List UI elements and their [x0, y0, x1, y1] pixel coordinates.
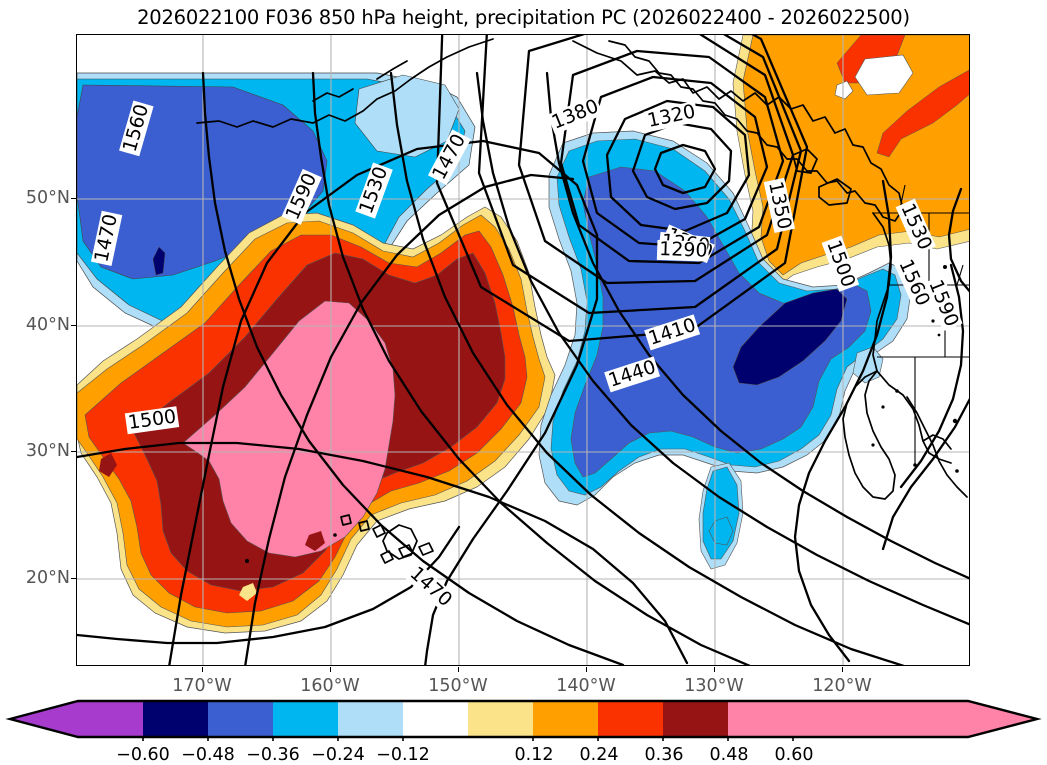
- cbar-seg-6: [468, 701, 533, 737]
- contour-1500-main: [77, 441, 689, 665]
- lon-tick-150w: [458, 667, 460, 672]
- fill-pos024-blotch-sw3: [239, 583, 257, 601]
- contour-1410: [477, 35, 803, 315]
- contour-mid-a: [389, 71, 905, 665]
- fill-pos036-ne-streak: [876, 69, 969, 158]
- contour-1590-left: [311, 71, 751, 665]
- cbar-seg-4: [338, 701, 403, 737]
- contour-1560-east: [899, 263, 965, 489]
- contour-1560-left: [201, 71, 625, 665]
- map-canvas: 1560 1470 1590 1530 1470 1380 1320 1350 …: [77, 35, 969, 665]
- cbar-seg-9: [663, 701, 728, 737]
- fill-pos048-blotch-sw2: [305, 531, 325, 551]
- colorbar[interactable]: −0.60 −0.48 −0.36 −0.24 −0.12 0.12 0.24 …: [0, 697, 1047, 765]
- lon-tick-130w: [714, 667, 716, 672]
- contour-1290: [605, 99, 751, 233]
- contour-1230: [653, 143, 717, 195]
- lon-label-120w: 120°W: [812, 676, 872, 696]
- cbar-seg-11: [793, 701, 968, 737]
- lon-label-150w: 150°W: [428, 676, 488, 696]
- cbar-seg-8: [598, 701, 663, 737]
- map-plot-area[interactable]: 1560 1470 1590 1530 1470 1380 1320 1350 …: [76, 34, 970, 666]
- lon-tick-170w: [202, 667, 204, 672]
- cbar-tick-label-7: 0.36: [644, 745, 684, 765]
- lon-label-130w: 130°W: [684, 676, 744, 696]
- contour-1350: [559, 49, 785, 265]
- colorbar-segments: [10, 701, 1037, 737]
- lat-tick-20n: [71, 578, 76, 580]
- contour-1470-main: [168, 139, 599, 665]
- contour-mid-b: [475, 71, 969, 626]
- lat-label-50n: 50°N: [25, 188, 70, 208]
- lon-label-170w: 170°W: [172, 676, 232, 696]
- island-dots-layer: [245, 265, 959, 563]
- fill-white-hole-ne2: [834, 80, 854, 100]
- cbar-seg-7: [533, 701, 598, 737]
- fill-white-hole-ne1: [854, 54, 914, 96]
- fill-neg048-east: [732, 288, 848, 386]
- cbar-tick-label-9: 0.60: [774, 745, 814, 765]
- colorbar-outline: [5, 699, 1042, 739]
- cbar-ext-min: [10, 701, 78, 737]
- contour-1380: [517, 35, 795, 285]
- cbar-seg-0: [78, 701, 143, 737]
- lon-tick-140w: [586, 667, 588, 672]
- fill-pos048-blotch-sw: [99, 453, 117, 477]
- cbar-seg-10: [728, 701, 793, 737]
- lat-label-40n: 40°N: [25, 315, 70, 335]
- cbar-tick-label-4: −0.12: [376, 745, 430, 765]
- page-title: 2026022100 F036 850 hPa height, precipit…: [137, 6, 910, 29]
- cbar-tick-label-5: 0.12: [514, 745, 554, 765]
- lat-tick-40n: [71, 325, 76, 327]
- cbar-seg-3: [273, 701, 338, 737]
- cbar-ext-max: [968, 701, 1037, 737]
- svg-text:1290: 1290: [659, 238, 708, 262]
- cbar-tick-label-2: −0.36: [246, 745, 300, 765]
- contour-1530-east: [947, 187, 969, 293]
- lat-tick-50n: [71, 198, 76, 200]
- lon-tick-160w: [330, 667, 332, 672]
- lon-tick-120w: [842, 667, 844, 672]
- cbar-tick-label-6: 0.24: [579, 745, 619, 765]
- lat-tick-30n: [71, 451, 76, 453]
- cbar-seg-1: [143, 701, 208, 737]
- contour-1320: [581, 75, 769, 249]
- fill-pos060-central: [182, 300, 396, 558]
- lat-label-30n: 30°N: [25, 441, 70, 461]
- lat-label-20n: 20°N: [25, 568, 70, 588]
- contour-1530-left: [244, 173, 575, 665]
- colorbar-canvas: [5, 699, 1042, 741]
- cbar-tick-label-0: −0.60: [116, 745, 170, 765]
- contour-mid-c: [545, 71, 969, 580]
- contour-1500-east: [793, 179, 893, 663]
- contour-1440: [435, 35, 809, 343]
- cbar-seg-5: [403, 701, 468, 737]
- lon-label-140w: 140°W: [556, 676, 616, 696]
- contour-1260: [631, 121, 733, 211]
- cbar-seg-2: [208, 701, 273, 737]
- lon-label-160w: 160°W: [300, 676, 360, 696]
- cbar-tick-label-1: −0.48: [181, 745, 235, 765]
- fill-neg048-nw: [152, 246, 166, 276]
- cbar-tick-label-8: 0.48: [709, 745, 749, 765]
- contour-1590-east: [881, 398, 969, 551]
- colorbar-ticks: [142, 737, 794, 741]
- cbar-tick-label-3: −0.24: [311, 745, 365, 765]
